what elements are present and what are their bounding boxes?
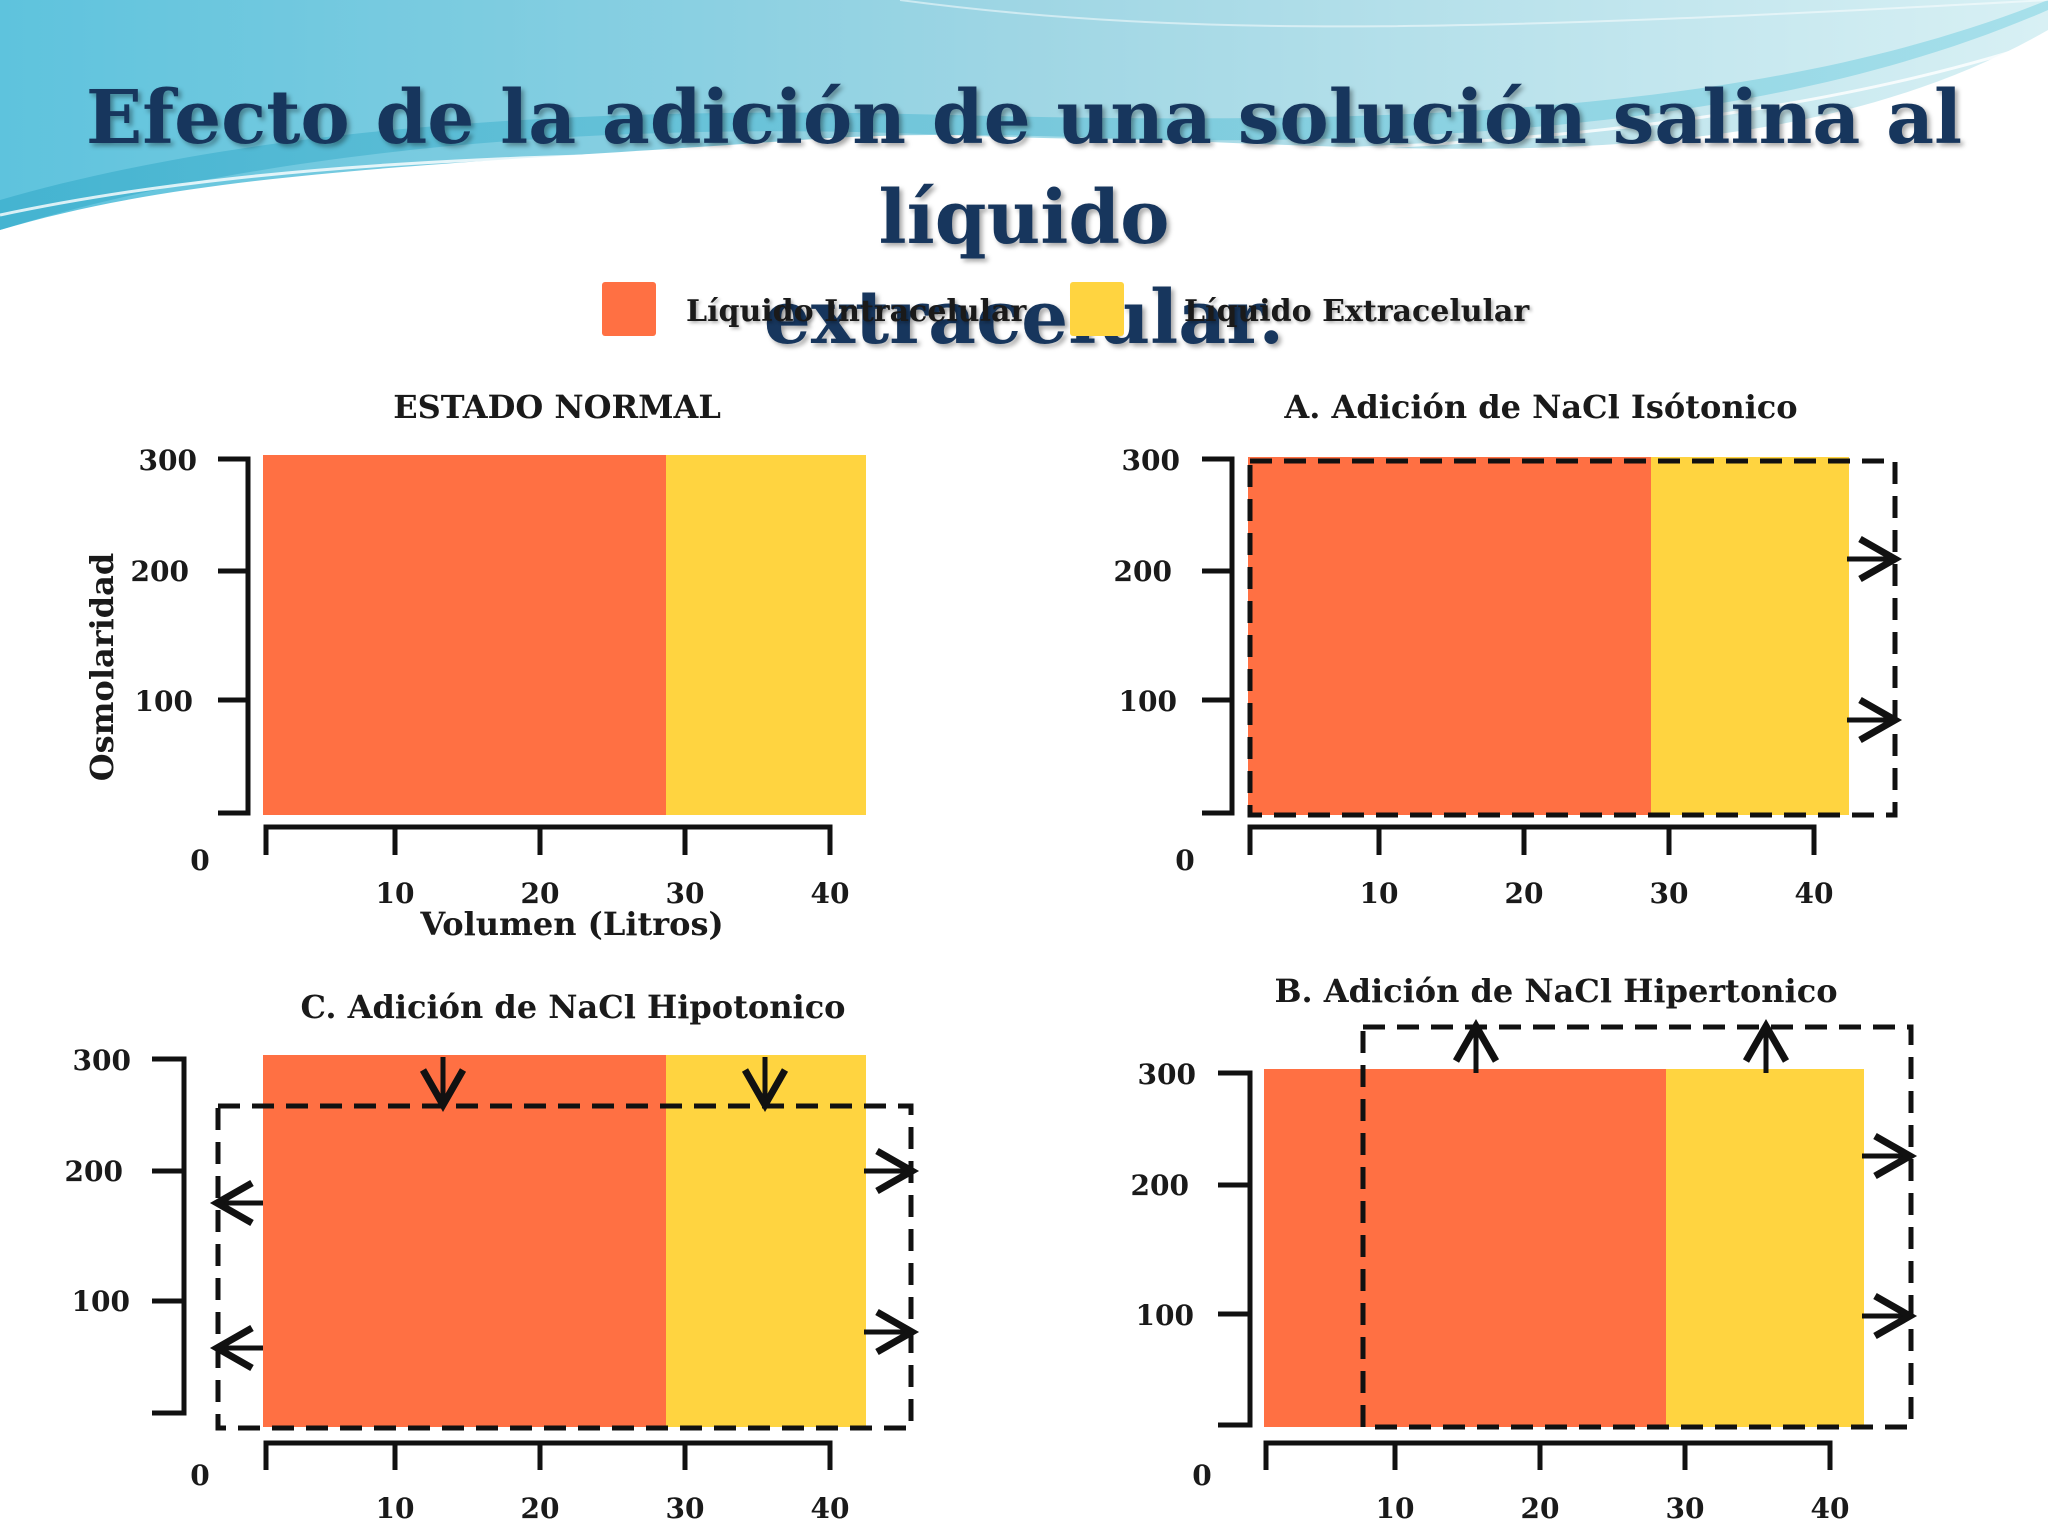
panel-hypotonic-dashed-boundary <box>215 1103 914 1431</box>
panel-hypertonic-x-axis <box>1263 1440 1833 1470</box>
legend-swatch-intracellular <box>602 282 656 336</box>
slide-title-line-1: Efecto de la adición de una solución sal… <box>85 75 1963 261</box>
panel-isotonic-ytick-300: 300 <box>1122 444 1180 477</box>
panel-hypertonic-ytick-100: 100 <box>1136 1299 1194 1332</box>
panel-hypotonic-xtick-10: 10 <box>376 1492 415 1525</box>
panel-hypotonic-intracellular-block <box>263 1055 666 1427</box>
panel-normal-intracellular-block <box>263 455 666 815</box>
panel-normal: ESTADO NORMAL 300 200 100 0 10 20 30 40 … <box>83 388 866 943</box>
panel-isotonic-title: A. Adición de NaCl Isótonico <box>1283 388 1797 426</box>
panel-hypertonic-origin: 0 <box>1192 1459 1211 1492</box>
panel-isotonic-dashed-boundary <box>1247 458 1898 818</box>
y-axis-label: Osmolaridad <box>83 553 121 781</box>
header-wave-decoration <box>0 0 2048 240</box>
panel-hypertonic-dashed-boundary <box>1360 1024 1914 1430</box>
panel-hypertonic-extracellular-block <box>1666 1069 1864 1427</box>
panel-hypotonic-x-axis <box>263 1440 833 1470</box>
panel-normal-xtick-40: 40 <box>811 877 850 910</box>
panel-isotonic: A. Adición de NaCl Isótonico 300 200 100… <box>1114 388 1903 910</box>
panel-hypotonic-title: C. Adición de NaCl Hipotonico <box>300 988 845 1026</box>
legend-label-intracellular: Líquido Intracelular <box>686 294 1027 329</box>
panel-isotonic-ytick-200: 200 <box>1114 555 1172 588</box>
legend-label-extracellular: Líquido Extracelular <box>1184 294 1530 329</box>
panel-hypertonic-ytick-300: 300 <box>1138 1058 1196 1091</box>
panel-isotonic-xtick-30: 30 <box>1650 877 1689 910</box>
slide-title: Efecto de la adición de una solución sal… <box>0 68 2048 368</box>
panel-hypotonic-xtick-40: 40 <box>811 1492 850 1525</box>
panel-normal-ytick-300: 300 <box>139 444 197 477</box>
panel-hypertonic-title: B. Adición de NaCl Hipertonico <box>1274 972 1837 1010</box>
panel-hypotonic-y-axis <box>152 1056 187 1416</box>
panel-hypertonic-ytick-200: 200 <box>1131 1169 1189 1202</box>
panel-normal-x-axis <box>263 824 833 855</box>
panel-isotonic-intracellular-block <box>1248 457 1651 815</box>
panel-normal-ytick-100: 100 <box>135 685 193 718</box>
panel-isotonic-ytick-100: 100 <box>1119 685 1177 718</box>
panel-isotonic-xtick-40: 40 <box>1795 877 1834 910</box>
panel-normal-title: ESTADO NORMAL <box>393 388 721 426</box>
panel-isotonic-xtick-20: 20 <box>1505 877 1544 910</box>
panel-hypertonic-xtick-40: 40 <box>1811 1492 1850 1525</box>
panel-normal-ytick-200: 200 <box>131 555 189 588</box>
panel-normal-y-axis <box>218 456 251 816</box>
panel-isotonic-x-axis <box>1247 824 1817 855</box>
panel-hypertonic-xtick-10: 10 <box>1376 1492 1415 1525</box>
panel-hypotonic-ytick-100: 100 <box>72 1285 130 1318</box>
panel-hypertonic-intracellular-block <box>1264 1069 1666 1427</box>
panel-hypotonic-extracellular-block <box>666 1055 866 1427</box>
panel-normal-xtick-20: 20 <box>521 877 560 910</box>
panel-hypotonic-ytick-200: 200 <box>65 1155 123 1188</box>
panel-normal-origin: 0 <box>190 844 209 877</box>
panel-normal-xtick-10: 10 <box>376 877 415 910</box>
panel-normal-xtick-30: 30 <box>666 877 705 910</box>
legend-swatch-extracellular <box>1070 282 1124 336</box>
panel-hypertonic-y-axis <box>1218 1070 1253 1428</box>
panel-hypotonic-ytick-300: 300 <box>73 1044 131 1077</box>
slide-title-line-2: extracelular. <box>763 275 1285 361</box>
panel-isotonic-xtick-10: 10 <box>1360 877 1399 910</box>
x-axis-label: Volumen (Litros) <box>419 905 723 943</box>
panel-hypertonic-xtick-30: 30 <box>1666 1492 1705 1525</box>
panel-hypotonic: C. Adición de NaCl Hipotonico 300 200 10… <box>65 988 920 1525</box>
panel-hypertonic-xtick-20: 20 <box>1521 1492 1560 1525</box>
panel-normal-extracellular-block <box>666 455 866 815</box>
panel-hypotonic-xtick-20: 20 <box>521 1492 560 1525</box>
panel-hypotonic-origin: 0 <box>190 1459 209 1492</box>
panel-hypotonic-xtick-30: 30 <box>666 1492 705 1525</box>
panel-hypertonic: B. Adición de NaCl Hipertonico 300 200 1… <box>1131 972 1918 1525</box>
panel-isotonic-origin: 0 <box>1175 844 1194 877</box>
panel-isotonic-y-axis <box>1202 456 1235 816</box>
panel-isotonic-extracellular-block <box>1651 457 1849 815</box>
